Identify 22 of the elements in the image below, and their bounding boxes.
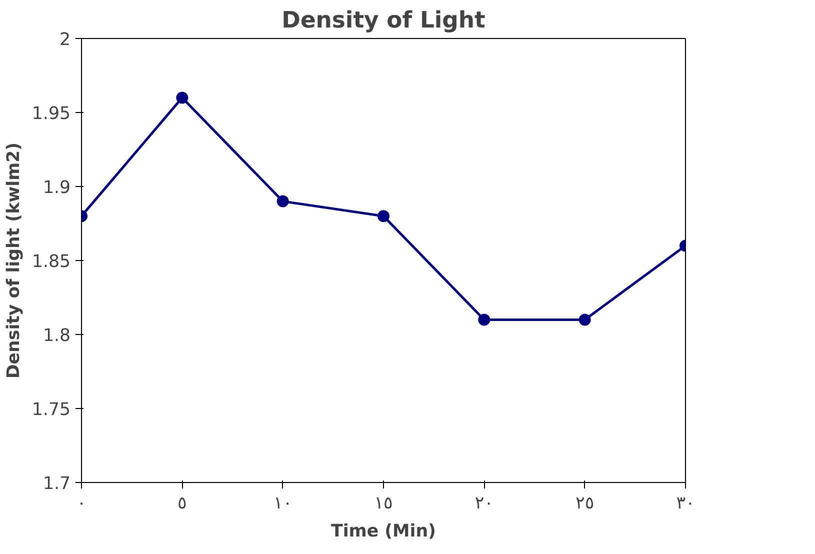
chart-title: Density of Light	[282, 8, 486, 34]
y-tick-label: 1.85	[32, 252, 71, 272]
x-tick-label: ٢٥	[576, 494, 594, 514]
y-tick-label: 1.8	[42, 326, 71, 346]
x-tick-label: ٣٠	[676, 494, 695, 514]
point	[478, 314, 490, 326]
x-tick-label: ٠	[76, 494, 86, 514]
point	[378, 210, 390, 222]
y-tick-label: 1.75	[32, 400, 71, 420]
x-tick-label: ١٠	[274, 494, 292, 514]
point	[276, 195, 289, 208]
x-axis-title: Time (Min)	[331, 522, 436, 542]
x-tick-label: ٥	[178, 494, 187, 514]
point	[176, 92, 188, 104]
x-tick-label: ٢٠	[474, 494, 494, 514]
y-tick-label: 1.9	[42, 178, 71, 198]
point	[578, 314, 591, 326]
x-tick-label: ١٥	[374, 494, 393, 514]
y-tick-label: 1.95	[32, 104, 71, 124]
y-axis-title: Density of light (kwlm2)	[4, 142, 24, 379]
y-tick-label: 2	[59, 30, 71, 50]
y-tick-label: 1.7	[42, 474, 71, 494]
